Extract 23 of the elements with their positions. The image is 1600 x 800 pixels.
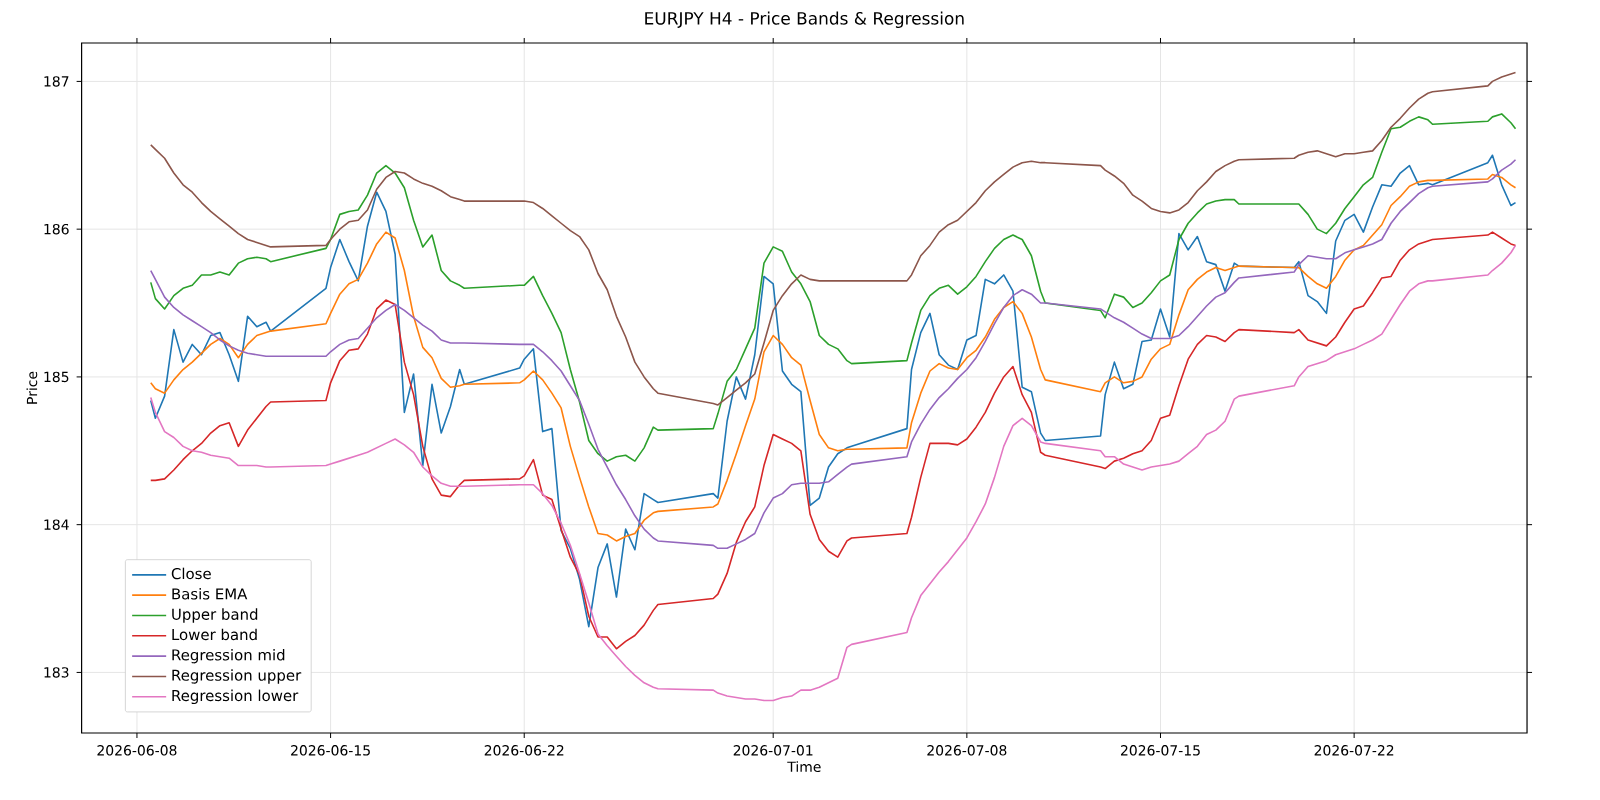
y-tick-label: 186 <box>44 223 69 235</box>
y-tick-label: 187 <box>44 76 69 87</box>
legend-label: Regression upper <box>172 669 302 684</box>
legend-label: Lower band <box>172 628 257 641</box>
legend-label: Regression mid <box>172 648 285 664</box>
x-axis-title: Time <box>787 761 821 773</box>
legend-label: Regression lower <box>172 689 299 705</box>
x-tick-label: 2026-06-15 <box>291 745 370 756</box>
x-tick-label: 2026-06-22 <box>484 745 564 756</box>
legend-label: Upper band <box>172 608 258 623</box>
y-tick-label: 184 <box>44 519 69 530</box>
y-axis-title: Price <box>26 371 38 404</box>
x-tick-label: 2026-07-08 <box>927 745 1007 756</box>
line-series <box>149 154 1517 628</box>
chart-title: EURJPY H4 - Price Bands & Regression <box>645 11 964 28</box>
x-tick-label: 2026-07-22 <box>1314 745 1394 756</box>
x-tick-label: 2026-07-15 <box>1121 745 1200 756</box>
legend-label: Close <box>171 567 211 580</box>
x-tick-label: 2026-06-08 <box>97 745 177 756</box>
y-tick-label: 185 <box>44 371 69 383</box>
y-tick-label: 183 <box>44 667 69 678</box>
x-tick-label: 2026-07-01 <box>733 745 813 756</box>
legend-label: Basis EMA <box>172 588 248 600</box>
